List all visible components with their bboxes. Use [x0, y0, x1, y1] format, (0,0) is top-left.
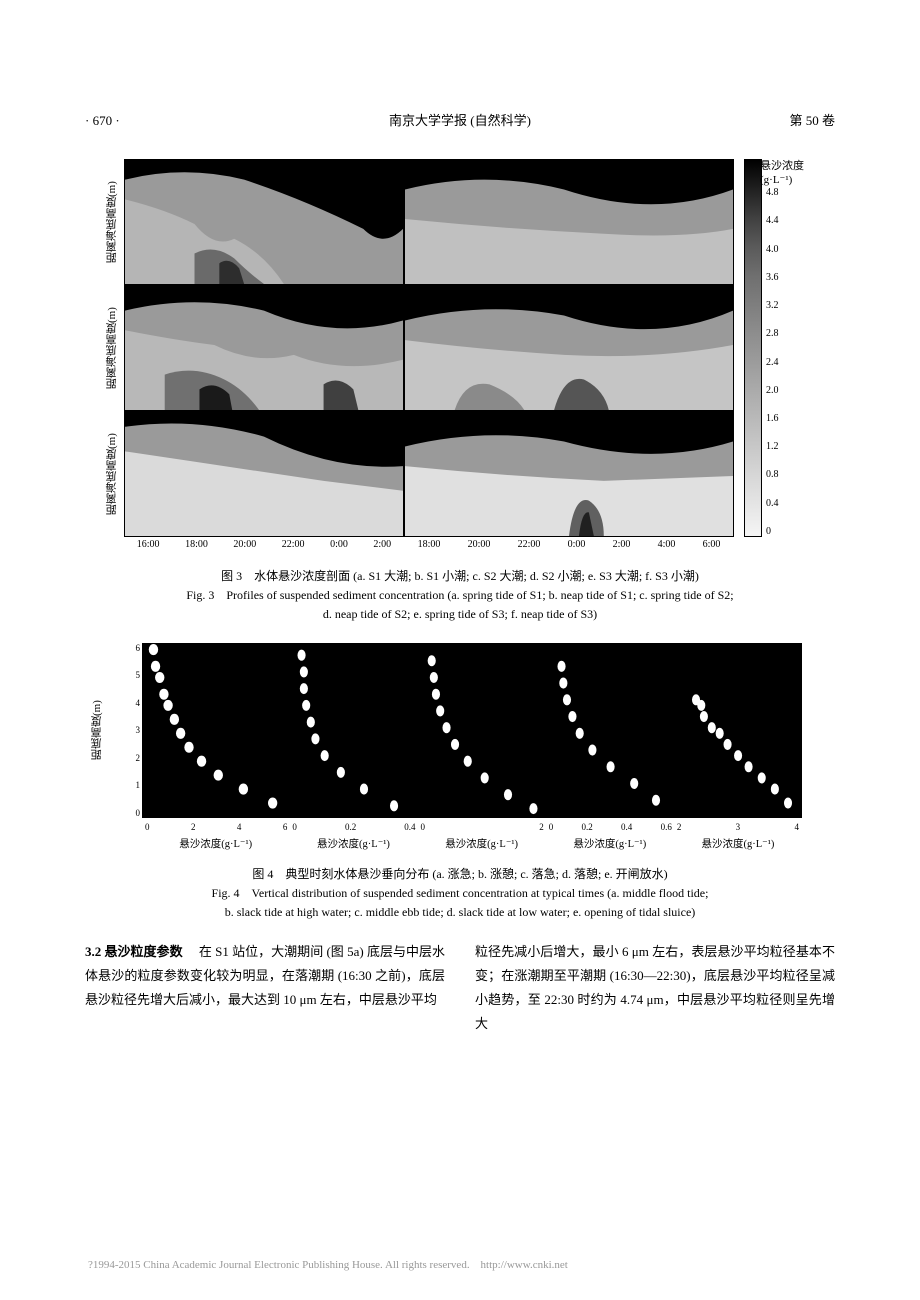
fig4-xlabel: 悬沙浓度(g·L⁻¹): [546, 834, 674, 851]
body-text: 3.2 悬沙粒度参数 在 S1 站位，大潮期间 (图 5a) 底层与中层水体悬沙…: [85, 940, 835, 1036]
fig4-xticks: 00.20.4: [290, 822, 417, 832]
fig3-ylabel: 距离海底高度(m): [100, 159, 124, 285]
fig4-panel-e: 234 悬沙浓度(g·L⁻¹): [674, 643, 802, 851]
fig4-caption-en2: b. slack tide at high water; c. middle e…: [85, 903, 835, 922]
fig3-xticks-left: 16:0018:0020:0022:000:002:00: [124, 537, 404, 557]
fig3-panel-d: [404, 285, 734, 411]
fig4-panel-c: 02 悬沙浓度(g·L⁻¹): [418, 643, 546, 851]
fig3-ylabel: 距离海底高度(m): [100, 285, 124, 411]
footer-copyright: ?1994-2015 China Academic Journal Electr…: [88, 1256, 568, 1272]
fig4-panel-b: 00.20.4 悬沙浓度(g·L⁻¹): [289, 643, 417, 851]
fig4-caption-cn: 图 4 典型时刻水体悬沙垂向分布 (a. 涨急; b. 涨憩; c. 落急; d…: [85, 865, 835, 884]
page-number: · 670 ·: [85, 113, 175, 129]
colorbar-ticks: 4.84.44.03.63.22.82.42.01.61.20.80.40: [766, 159, 800, 537]
fig3-panel-f: [404, 411, 734, 537]
fig4-xlabel: 悬沙浓度(g·L⁻¹): [289, 834, 417, 851]
fig3-caption-en1: Fig. 3 Profiles of suspended sediment co…: [85, 586, 835, 605]
body-col2: 粒径先减小后增大，最小 6 μm 左右，表层悬沙平均粒径基本不变；在涨潮期至平潮…: [475, 944, 835, 1031]
fig4-xlabel: 悬沙浓度(g·L⁻¹): [674, 834, 802, 851]
fig3-ylabel: 距离海底高度(m): [100, 411, 124, 537]
volume: 第 50 卷: [745, 110, 835, 129]
fig3-caption-en2: d. neap tide of S2; e. spring tide of S3…: [85, 605, 835, 624]
fig3-colorbar: 悬沙浓度(g·L⁻¹) 4.84.44.03.63.22.82.42.01.61…: [734, 159, 804, 537]
figure-3: 距离海底高度(m)0246距离海底高度(m)0246距离海底高度(m)02468…: [100, 159, 820, 557]
fig4-xlabel: 悬沙浓度(g·L⁻¹): [142, 834, 289, 851]
fig3-panel-c: 0246: [124, 285, 404, 411]
fig4-xlabel: 悬沙浓度(g·L⁻¹): [418, 834, 546, 851]
fig4-ylabel: 距底高度(m): [85, 643, 109, 818]
fig4-caption-en1: Fig. 4 Vertical distribution of suspende…: [85, 884, 835, 903]
fig4-xticks: 02: [419, 822, 546, 832]
journal-title: 南京大学学报 (自然科学): [175, 110, 745, 129]
fig4-xticks: 00.20.40.6: [547, 822, 674, 832]
figure-4-caption: 图 4 典型时刻水体悬沙垂向分布 (a. 涨急; b. 涨憩; c. 落急; d…: [85, 865, 835, 923]
fig4-xticks: 234: [675, 822, 801, 832]
fig3-panel-e: 02468: [124, 411, 404, 537]
fig4-yticks: 0123456: [130, 643, 140, 818]
section-number: 3.2: [85, 944, 101, 959]
fig3-caption-cn: 图 3 水体悬沙浓度剖面 (a. S1 大潮; b. S1 小潮; c. S2 …: [85, 567, 835, 586]
section-title: 悬沙粒度参数: [105, 944, 183, 959]
figure-4: 02460123456悬沙浓度(g·L⁻¹)00.20.4悬沙浓度(g·L⁻¹)…: [142, 643, 802, 851]
fig4-panel-d: 00.20.40.6 悬沙浓度(g·L⁻¹): [546, 643, 674, 851]
fig4-panel-a: 02460123456悬沙浓度(g·L⁻¹): [142, 643, 289, 851]
fig4-xticks: 0246: [143, 822, 289, 832]
page-header: · 670 · 南京大学学报 (自然科学) 第 50 卷: [85, 110, 835, 129]
fig3-panel-a: 0246: [124, 159, 404, 285]
fig3-panel-b: [404, 159, 734, 285]
figure-3-caption: 图 3 水体悬沙浓度剖面 (a. S1 大潮; b. S1 小潮; c. S2 …: [85, 567, 835, 625]
fig3-xticks-right: 18:0020:0022:000:002:004:006:00: [404, 537, 734, 557]
